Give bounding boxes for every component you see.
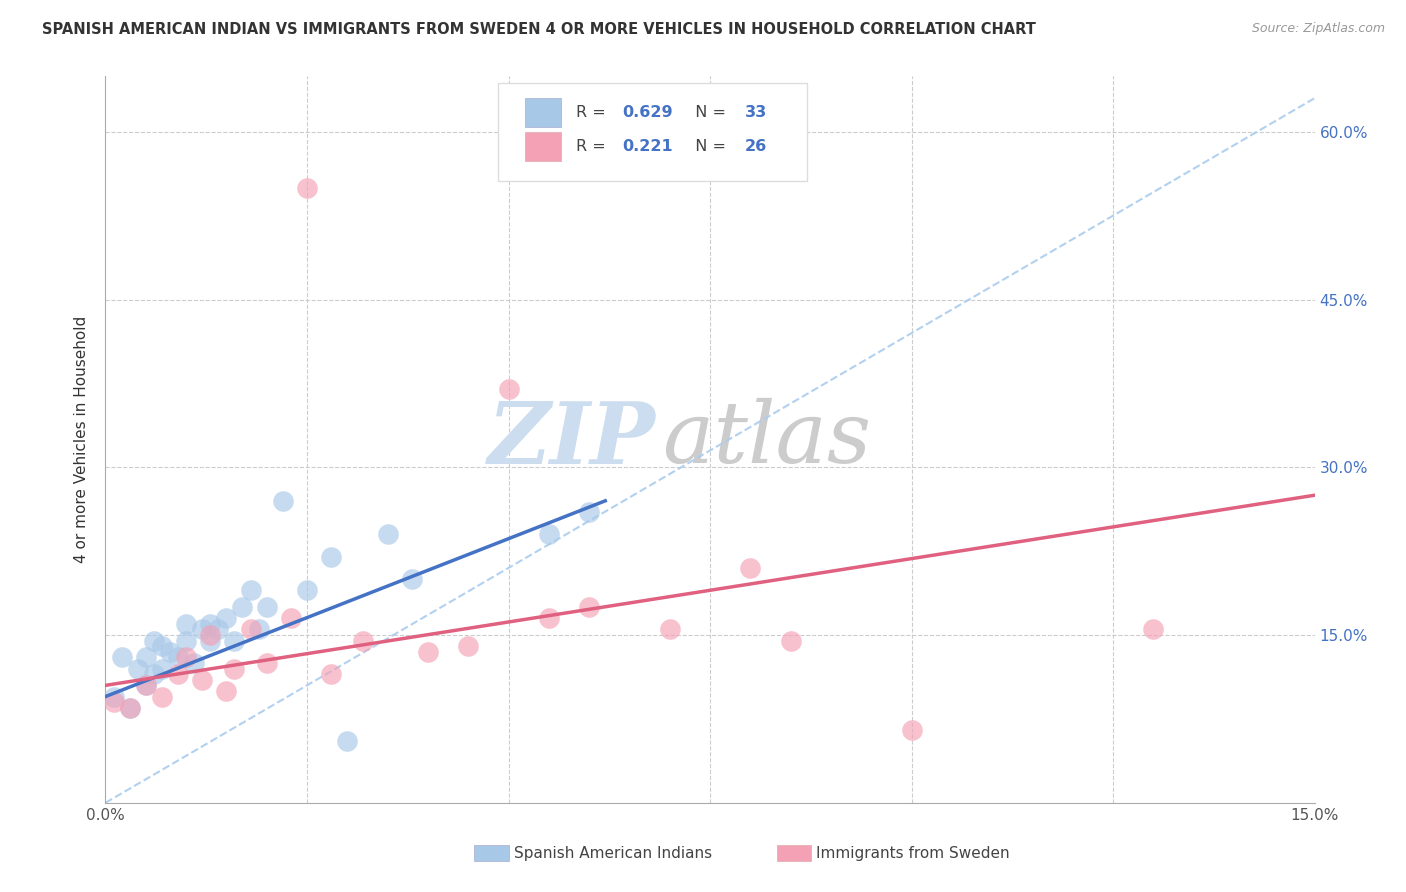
Point xyxy=(295,180,318,194)
Point xyxy=(110,650,132,665)
Text: 0.221: 0.221 xyxy=(621,139,672,153)
Y-axis label: 4 or more Vehicles in Household: 4 or more Vehicles in Household xyxy=(75,316,90,563)
Point xyxy=(207,623,229,637)
Point xyxy=(336,734,359,748)
Text: Source: ZipAtlas.com: Source: ZipAtlas.com xyxy=(1251,22,1385,36)
Point xyxy=(295,583,318,598)
Point xyxy=(103,695,125,709)
Text: ZIP: ZIP xyxy=(488,398,655,481)
Text: atlas: atlas xyxy=(662,398,870,481)
FancyBboxPatch shape xyxy=(524,132,561,161)
Point xyxy=(457,639,479,653)
Point xyxy=(256,656,278,670)
Point xyxy=(239,623,262,637)
Point xyxy=(779,633,801,648)
Point xyxy=(150,639,173,653)
Point xyxy=(215,684,238,698)
Point xyxy=(191,673,214,687)
Point xyxy=(900,723,922,737)
Point xyxy=(142,633,165,648)
Text: R =: R = xyxy=(576,139,610,153)
Point xyxy=(537,527,560,541)
Point xyxy=(200,616,222,631)
Point xyxy=(200,633,222,648)
Text: SPANISH AMERICAN INDIAN VS IMMIGRANTS FROM SWEDEN 4 OR MORE VEHICLES IN HOUSEHOL: SPANISH AMERICAN INDIAN VS IMMIGRANTS FR… xyxy=(42,22,1036,37)
Text: R =: R = xyxy=(576,104,610,120)
FancyBboxPatch shape xyxy=(776,845,811,861)
Point xyxy=(135,678,157,692)
Point xyxy=(239,583,262,598)
Text: 0.629: 0.629 xyxy=(621,104,672,120)
Point xyxy=(1142,623,1164,637)
Point xyxy=(135,650,157,665)
Point xyxy=(416,645,439,659)
Point xyxy=(167,667,190,681)
Point xyxy=(578,600,600,615)
Point xyxy=(280,611,302,625)
Text: Immigrants from Sweden: Immigrants from Sweden xyxy=(817,847,1010,861)
Point xyxy=(321,549,343,564)
Point xyxy=(200,628,222,642)
Point xyxy=(377,527,399,541)
Point xyxy=(498,382,520,396)
Point xyxy=(401,572,423,586)
Point xyxy=(224,633,246,648)
Text: Spanish American Indians: Spanish American Indians xyxy=(515,847,713,861)
Point xyxy=(118,700,141,714)
FancyBboxPatch shape xyxy=(499,83,807,181)
Text: N =: N = xyxy=(685,139,731,153)
Point xyxy=(191,623,214,637)
Point xyxy=(135,678,157,692)
Point xyxy=(150,690,173,704)
Point xyxy=(174,650,197,665)
Point xyxy=(174,616,197,631)
Point xyxy=(215,611,238,625)
Point xyxy=(658,623,681,637)
Point xyxy=(150,662,173,676)
Point xyxy=(183,656,205,670)
Point xyxy=(224,662,246,676)
Point xyxy=(537,611,560,625)
Point xyxy=(740,561,762,575)
Point xyxy=(142,667,165,681)
Point xyxy=(127,662,149,676)
Point xyxy=(231,600,253,615)
Text: 26: 26 xyxy=(745,139,768,153)
FancyBboxPatch shape xyxy=(474,845,509,861)
Point xyxy=(103,690,125,704)
Text: 33: 33 xyxy=(745,104,768,120)
Point xyxy=(271,493,294,508)
Point xyxy=(321,667,343,681)
Point xyxy=(247,623,270,637)
Text: N =: N = xyxy=(685,104,731,120)
Point xyxy=(578,505,600,519)
Point xyxy=(167,650,190,665)
Point xyxy=(159,645,181,659)
Point xyxy=(174,633,197,648)
Point xyxy=(256,600,278,615)
FancyBboxPatch shape xyxy=(524,97,561,127)
Point xyxy=(352,633,374,648)
Point xyxy=(118,700,141,714)
